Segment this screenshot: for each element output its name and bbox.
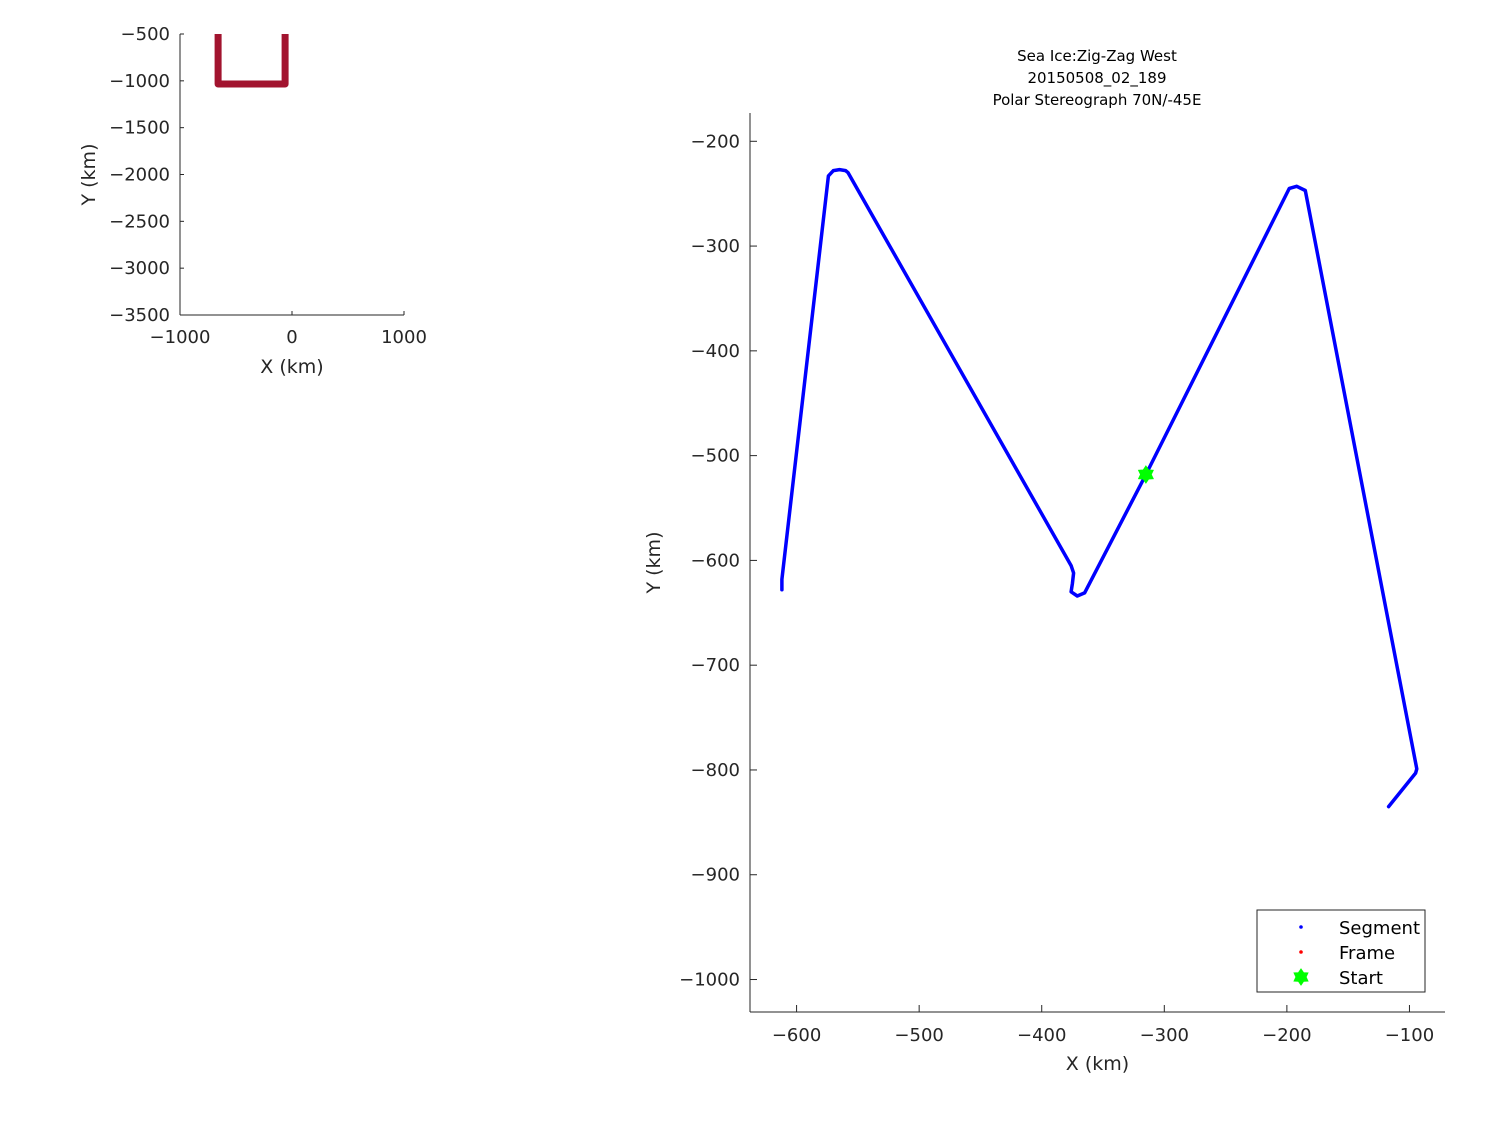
main-segment-line [780, 167, 1419, 809]
inset-y-tick-label: −500 [121, 24, 170, 45]
legend-item-start: Start [1293, 968, 1383, 989]
inset-x-tick-label: 0 [286, 327, 297, 348]
main-y-tick-label: −300 [691, 236, 740, 257]
legend-label: Segment [1339, 918, 1420, 939]
main-x-tick-label: −500 [894, 1025, 943, 1046]
inset-x-axis-label: X (km) [260, 356, 323, 378]
legend-label: Frame [1339, 943, 1395, 964]
legend-item-segment: Segment [1299, 918, 1420, 939]
main-axes: −600 −500 −400 −300 −200 −100 −1000 −900 −800 −70… [643, 47, 1445, 1075]
main-x-tick-label: −300 [1140, 1025, 1189, 1046]
main-y-tick-label: −600 [691, 550, 740, 571]
main-x-tick-label: −600 [772, 1025, 821, 1046]
main-title-line: 20150508_02_189 [1027, 69, 1166, 88]
inset-y-tick-label: −2500 [109, 211, 170, 232]
inset-series-0-line [214, 34, 289, 88]
inset-y-tick-label: −3000 [109, 258, 170, 279]
main-x-axis-label: X (km) [1066, 1053, 1129, 1075]
legend-start-marker [1293, 968, 1309, 986]
inset-y-tick-label: −2000 [109, 165, 170, 186]
legend-frame-marker [1299, 950, 1303, 954]
legend: Segment Frame Start [1256, 909, 1426, 993]
legend-box [1256, 909, 1426, 993]
main-x-tick-label: −200 [1262, 1025, 1311, 1046]
legend-item-frame: Frame [1299, 943, 1395, 964]
main-y-tick-label: −800 [691, 760, 740, 781]
main-y-tick-label: −400 [691, 341, 740, 362]
main-y-tick-label: −500 [691, 446, 740, 467]
inset-y-tick-label: −3500 [109, 305, 170, 326]
main-title-line: Polar Stereograph 70N/-45E [993, 91, 1202, 109]
main-x-tick-label: −100 [1385, 1025, 1434, 1046]
inset-x-tick-label: 1000 [381, 327, 427, 348]
main-start-marker [1137, 465, 1154, 484]
legend-label: Start [1339, 968, 1383, 989]
main-x-tick-label: −400 [1017, 1025, 1066, 1046]
inset-y-tick-label: −1500 [109, 118, 170, 139]
main-y-tick-label: −900 [691, 865, 740, 886]
main-y-tick-label: −1000 [679, 970, 740, 991]
main-y-tick-label: −200 [691, 131, 740, 152]
inset-axes: −1000 0 1000 −3500 −3000 −2500 −2000 −1500 −1000… [78, 24, 427, 378]
legend-segment-marker [1299, 925, 1303, 929]
inset-x-tick-label: −1000 [150, 327, 211, 348]
inset-y-tick-label: −1000 [109, 71, 170, 92]
main-y-axis-label: Y (km) [643, 532, 665, 595]
inset-y-axis-label: Y (km) [78, 144, 100, 207]
main-title-line: Sea Ice:Zig-Zag West [1017, 47, 1177, 65]
main-y-tick-label: −700 [691, 655, 740, 676]
